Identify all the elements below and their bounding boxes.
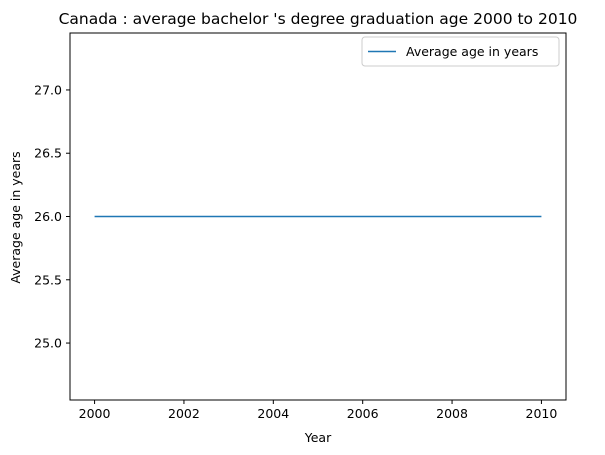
x-axis-label: Year <box>304 430 332 445</box>
x-tick-label: 2004 <box>257 406 289 421</box>
x-tick-label: 2000 <box>79 406 111 421</box>
x-tick-label: 2010 <box>526 406 558 421</box>
y-tick-label: 27.0 <box>34 82 62 97</box>
y-tick-label: 26.0 <box>34 209 62 224</box>
y-tick-label: 25.0 <box>34 336 62 351</box>
x-tick-label: 2006 <box>347 406 379 421</box>
chart-title: Canada : average bachelor 's degree grad… <box>59 10 578 28</box>
x-tick-label: 2002 <box>168 406 200 421</box>
x-tick-label: 2008 <box>436 406 468 421</box>
y-tick-label: 25.5 <box>34 272 62 287</box>
y-axis-label: Average age in years <box>8 151 23 283</box>
legend: Average age in years <box>362 37 559 66</box>
y-axis-ticks: 25.0 25.5 26.0 26.5 27.0 <box>34 82 70 350</box>
legend-label: Average age in years <box>406 44 538 59</box>
y-tick-label: 26.5 <box>34 146 62 161</box>
x-axis-ticks: 2000 2002 2004 2006 2008 2010 <box>79 400 558 421</box>
